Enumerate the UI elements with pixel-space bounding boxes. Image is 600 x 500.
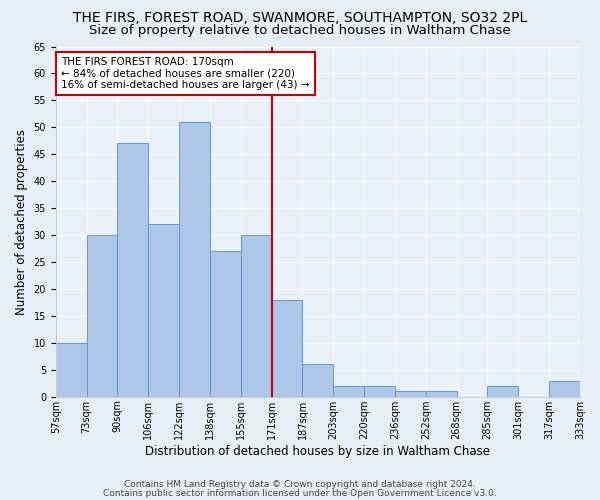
Bar bbox=[302, 364, 334, 396]
Bar bbox=[334, 386, 364, 396]
Bar bbox=[118, 144, 148, 396]
Bar bbox=[426, 392, 457, 396]
Bar bbox=[241, 235, 272, 396]
Text: Contains public sector information licensed under the Open Government Licence v3: Contains public sector information licen… bbox=[103, 488, 497, 498]
Bar bbox=[549, 380, 580, 396]
Bar bbox=[148, 224, 179, 396]
Bar bbox=[395, 392, 426, 396]
Bar bbox=[272, 300, 302, 396]
Bar bbox=[364, 386, 395, 396]
Text: THE FIRS, FOREST ROAD, SWANMORE, SOUTHAMPTON, SO32 2PL: THE FIRS, FOREST ROAD, SWANMORE, SOUTHAM… bbox=[73, 11, 527, 25]
Bar bbox=[56, 343, 86, 396]
Y-axis label: Number of detached properties: Number of detached properties bbox=[15, 128, 28, 314]
Text: THE FIRS FOREST ROAD: 170sqm
← 84% of detached houses are smaller (220)
16% of s: THE FIRS FOREST ROAD: 170sqm ← 84% of de… bbox=[61, 57, 310, 90]
X-axis label: Distribution of detached houses by size in Waltham Chase: Distribution of detached houses by size … bbox=[145, 444, 490, 458]
Text: Contains HM Land Registry data © Crown copyright and database right 2024.: Contains HM Land Registry data © Crown c… bbox=[124, 480, 476, 489]
Bar bbox=[210, 251, 241, 396]
Bar bbox=[179, 122, 210, 396]
Text: Size of property relative to detached houses in Waltham Chase: Size of property relative to detached ho… bbox=[89, 24, 511, 37]
Bar bbox=[487, 386, 518, 396]
Bar bbox=[86, 235, 118, 396]
